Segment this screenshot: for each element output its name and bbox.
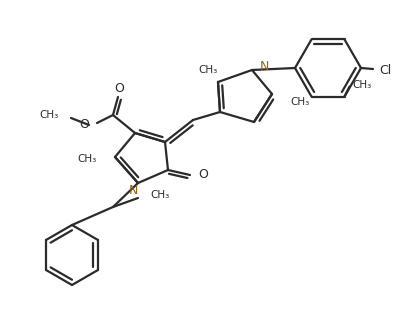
Text: O: O [79,118,89,131]
Text: O: O [198,168,208,181]
Text: CH₃: CH₃ [78,154,97,164]
Text: N: N [128,185,138,198]
Text: CH₃: CH₃ [353,80,372,89]
Text: CH₃: CH₃ [150,190,169,200]
Text: N: N [260,59,269,72]
Text: CH₃: CH₃ [40,110,59,120]
Text: CH₃: CH₃ [198,65,218,75]
Text: O: O [114,82,124,95]
Text: CH₃: CH₃ [290,97,309,107]
Text: Cl: Cl [379,64,391,76]
